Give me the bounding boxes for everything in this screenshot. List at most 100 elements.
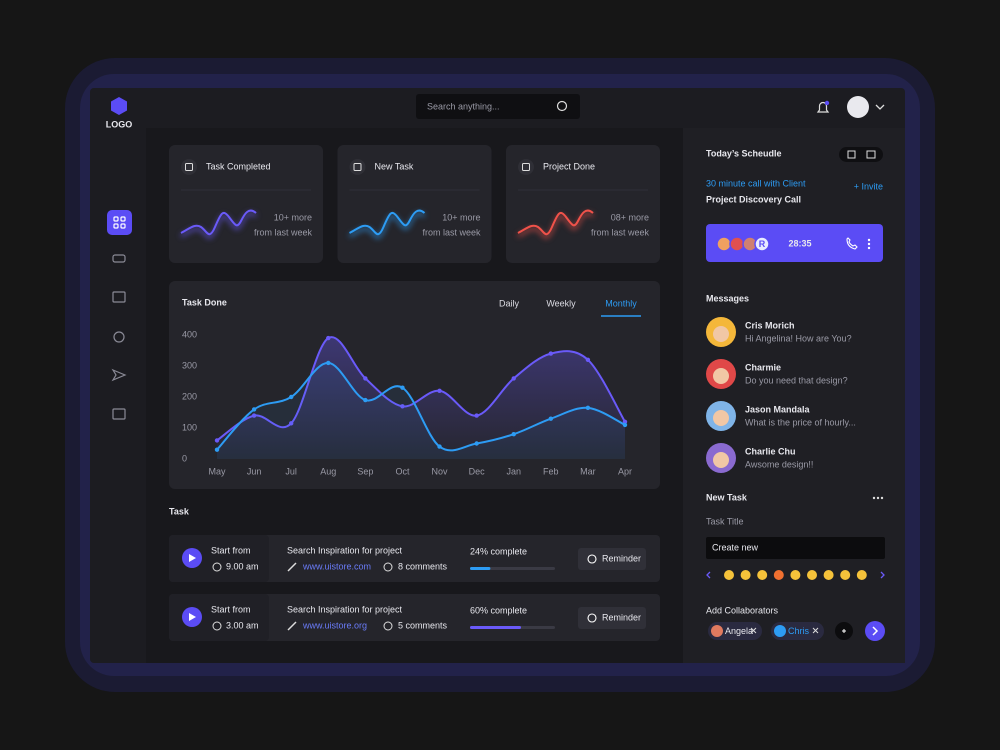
- emoji-prev[interactable]: [706, 571, 711, 579]
- chart-tab[interactable]: Weekly: [546, 298, 576, 308]
- emoji-option[interactable]: [823, 570, 834, 580]
- message-avatar-face: [713, 410, 729, 426]
- clock-icon: [212, 562, 222, 572]
- card-icon: [181, 159, 197, 175]
- start-time: 3.00 am: [226, 620, 259, 630]
- collaborators-label: Add Collaborators: [706, 605, 779, 615]
- field-label: Task Title: [706, 516, 744, 526]
- message-avatar-face: [713, 368, 729, 384]
- x-tick-label: Mar: [580, 466, 596, 476]
- call-title: Project Discovery Call: [706, 194, 801, 204]
- submit-button[interactable]: [865, 621, 885, 641]
- schedule-subtitle: 30 minute call with Client: [706, 178, 806, 188]
- card-title: Project Done: [543, 161, 595, 171]
- reminder-button[interactable]: [578, 607, 646, 629]
- y-tick-label: 400: [182, 329, 197, 339]
- card-sparkline: [180, 209, 257, 236]
- new-task-menu[interactable]: [872, 496, 884, 500]
- add-collaborator-icon: [842, 629, 846, 633]
- emoji-option[interactable]: [856, 570, 867, 580]
- call-menu[interactable]: [867, 238, 871, 250]
- nav-dashboard[interactable]: [107, 210, 132, 235]
- start-time: 9.00 am: [226, 561, 259, 571]
- emoji-option[interactable]: [724, 570, 734, 580]
- x-tick-label: Jan: [506, 466, 521, 476]
- task-link[interactable]: www.uistore.com: [302, 561, 371, 571]
- phone-icon[interactable]: [846, 237, 858, 250]
- collaborator-chip: [771, 622, 824, 640]
- card-icon-glyph: [353, 163, 362, 171]
- progress-fill: [470, 626, 521, 629]
- task-row: [169, 594, 660, 641]
- emoji-option[interactable]: [757, 570, 768, 580]
- nav-icon[interactable]: [112, 408, 126, 420]
- search-box[interactable]: [416, 94, 580, 119]
- x-tick-label: Dec: [469, 466, 486, 476]
- message-preview: Do you need that design?: [745, 375, 848, 385]
- message-sender: Charmie: [745, 362, 781, 372]
- comment-count: 8 comments: [398, 561, 448, 571]
- collaborator-chip: [708, 622, 762, 640]
- card-period: from last week: [254, 227, 313, 237]
- x-tick-label: Nov: [432, 466, 449, 476]
- reminder-label: Reminder: [602, 553, 641, 563]
- remove-collaborator[interactable]: [750, 627, 757, 634]
- invite-link[interactable]: + Invite: [854, 181, 883, 191]
- data-point: [251, 407, 257, 412]
- y-tick-label: 300: [182, 360, 197, 370]
- message-sender: Jason Mandala: [745, 404, 811, 414]
- emoji-option[interactable]: [840, 570, 851, 580]
- task-start-block: [169, 535, 269, 582]
- data-point: [585, 357, 591, 362]
- data-point: [288, 421, 294, 426]
- link-icon: [287, 621, 297, 631]
- collaborator-name: Chris: [788, 626, 810, 636]
- data-point: [214, 438, 220, 443]
- message-preview: Hi Angelina! How are You?: [745, 333, 852, 343]
- emoji-next[interactable]: [880, 571, 885, 579]
- search-icon[interactable]: [556, 100, 568, 112]
- message-avatar-face: [713, 326, 729, 342]
- call-bar[interactable]: [706, 224, 883, 262]
- task-link[interactable]: www.uistore.org: [302, 620, 367, 630]
- logo-icon: [111, 97, 127, 115]
- nav-icon[interactable]: [111, 368, 127, 382]
- data-point: [251, 413, 257, 418]
- nav-icon[interactable]: [113, 331, 125, 343]
- card-icon: [518, 159, 534, 175]
- reminder-button[interactable]: [578, 548, 646, 570]
- y-tick-label: 200: [182, 391, 197, 401]
- task-title-input[interactable]: [706, 537, 885, 559]
- collaborator-name: Angela: [725, 626, 753, 636]
- chart-tab[interactable]: Monthly: [605, 298, 637, 308]
- remove-collaborator[interactable]: [812, 627, 819, 634]
- call-avatar-initial: R: [759, 239, 766, 249]
- x-tick-label: Jul: [285, 466, 297, 476]
- emoji-option[interactable]: [773, 570, 784, 580]
- message-preview: Awsome design!!: [745, 459, 813, 469]
- data-point: [363, 397, 368, 403]
- chart-title: Task Done: [182, 297, 227, 307]
- bell-icon[interactable]: [816, 101, 830, 113]
- emoji-option[interactable]: [740, 570, 751, 580]
- emoji-option[interactable]: [790, 570, 801, 580]
- grid-view-icon[interactable]: [847, 150, 856, 159]
- nav-icon[interactable]: [112, 291, 126, 303]
- card-sparkline: [349, 209, 426, 236]
- right-panel: [683, 128, 905, 663]
- calendar-view-icon[interactable]: [866, 150, 876, 159]
- emoji-option[interactable]: [807, 570, 817, 580]
- profile-avatar[interactable]: [847, 96, 869, 118]
- play-icon: [189, 554, 196, 562]
- y-tick-label: 100: [182, 422, 197, 432]
- nav-icon[interactable]: [112, 254, 126, 263]
- call-avatar: [754, 236, 770, 252]
- profile-menu-arrow[interactable]: [875, 104, 885, 110]
- clock-icon: [212, 621, 222, 631]
- data-point: [548, 416, 554, 421]
- view-toggle[interactable]: [839, 147, 883, 162]
- start-label: Start from: [211, 545, 251, 555]
- submit-icon: [872, 626, 879, 636]
- chart-tab[interactable]: Daily: [499, 298, 520, 308]
